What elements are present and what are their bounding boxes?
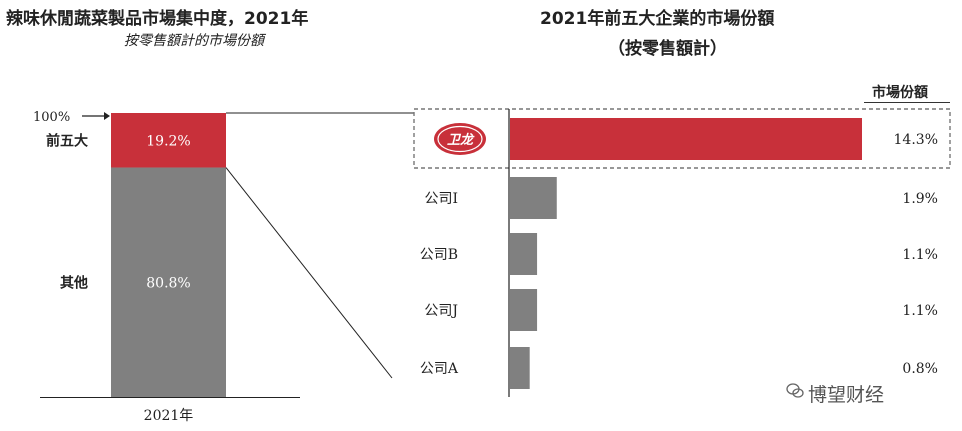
weilong-logo-text: 卫龙 bbox=[447, 132, 475, 148]
highlight-box-weilong bbox=[413, 108, 951, 169]
bar-value-label-1: 1.9% bbox=[902, 191, 938, 207]
stack-label-top5: 19.2% bbox=[146, 133, 190, 149]
bar-value-label-3: 1.1% bbox=[902, 303, 938, 319]
weilong-logo-icon bbox=[434, 123, 486, 155]
stack-segment-top5 bbox=[111, 113, 226, 168]
bar-category-label-1: 公司I bbox=[424, 191, 458, 207]
series-name-others: 其他 bbox=[60, 274, 88, 291]
watermark-text: 博望财经 bbox=[808, 384, 885, 406]
left-x-category: 2021年 bbox=[144, 408, 194, 424]
share-column-header: 市場份額 bbox=[872, 85, 928, 101]
stack-segment-others bbox=[111, 167, 226, 397]
wechat-icon bbox=[786, 383, 804, 398]
bar-category-label-2: 公司B bbox=[420, 247, 458, 263]
bar-category-label-4: 公司A bbox=[420, 361, 459, 377]
connector-bottom bbox=[225, 167, 393, 379]
right-chart-subtitle: （按零售額計） bbox=[608, 39, 727, 59]
stack-label-others: 80.8% bbox=[146, 275, 190, 291]
bar-value-label-2: 1.1% bbox=[902, 247, 938, 263]
left-chart-title: 辣味休閒蔬菜製品市場集中度，2021年 bbox=[6, 9, 309, 29]
label-100-percent: 100% bbox=[33, 110, 70, 125]
bar-3 bbox=[510, 289, 538, 331]
bar-1 bbox=[510, 177, 557, 219]
bar-value-label-4: 0.8% bbox=[902, 361, 938, 377]
right-chart-title: 2021年前五大企業的市場份額 bbox=[540, 9, 775, 29]
series-name-top5: 前五大 bbox=[46, 132, 88, 149]
bar-category-label-3: 公司J bbox=[424, 303, 458, 319]
bar-value-label-0: 14.3% bbox=[894, 132, 938, 148]
bar-0 bbox=[510, 118, 862, 160]
share-header-rule bbox=[864, 102, 950, 103]
weilong-logo-ring bbox=[437, 125, 483, 153]
bar-4 bbox=[510, 347, 530, 389]
arrow-100-head bbox=[104, 112, 110, 120]
left-chart-subtitle: 按零售額計的市場份額 bbox=[124, 33, 264, 49]
bar-2 bbox=[510, 233, 538, 275]
